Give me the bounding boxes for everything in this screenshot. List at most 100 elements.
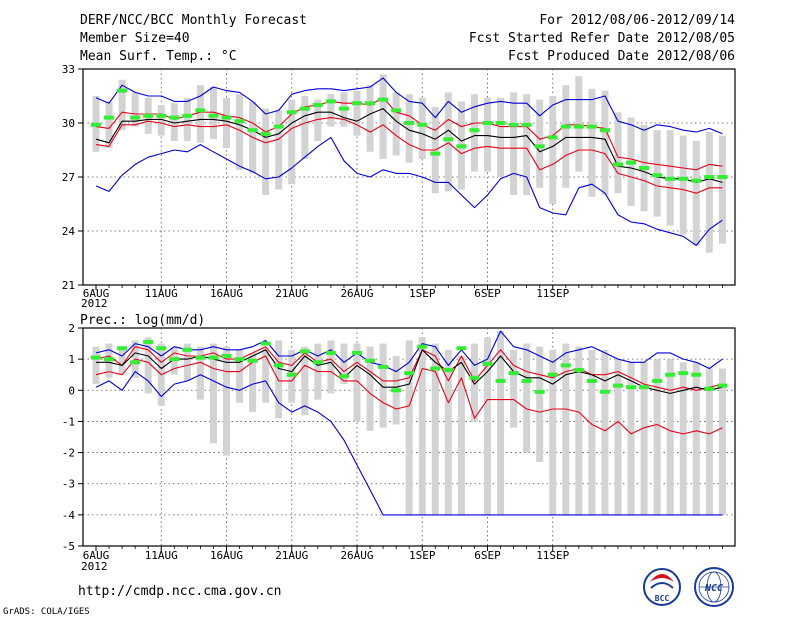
precipitation-range-box <box>418 337 426 515</box>
temperature-range-box <box>105 101 113 149</box>
precipitation-range-box <box>601 349 609 515</box>
temperature-median-mark <box>182 113 193 118</box>
precipitation-range-box <box>236 349 244 403</box>
precipitation-median-mark <box>391 388 402 393</box>
precipitation-y-tick-label: 0 <box>68 384 75 397</box>
precipitation-x-tick-label: 6AUG <box>83 549 110 562</box>
precipitation-median-mark <box>338 374 349 379</box>
precipitation-range-box <box>262 346 270 403</box>
precipitation-range-box <box>510 349 518 428</box>
precipitation-median-mark <box>365 358 376 363</box>
temperature-median-mark <box>234 119 245 124</box>
precipitation-median-mark <box>704 386 715 391</box>
temperature-median-mark <box>547 135 558 140</box>
member-size: Member Size=40 <box>80 31 190 46</box>
precipitation-median-mark <box>260 341 271 346</box>
temperature-range-box <box>523 94 531 195</box>
temperature-range-box <box>679 135 687 235</box>
temperature-range-box <box>118 79 126 131</box>
precipitation-median-mark <box>691 372 702 377</box>
precipitation-median-mark <box>430 366 441 371</box>
precipitation-median-mark <box>130 360 141 365</box>
precipitation-range-box <box>275 340 283 419</box>
precipitation-range-box <box>536 346 544 462</box>
precipitation-range-box <box>523 343 531 453</box>
precipitation-range-box <box>718 368 726 515</box>
precipitation-median-mark <box>247 358 258 363</box>
precipitation-range-box <box>431 343 439 515</box>
precipitation-median-mark <box>273 363 284 368</box>
precipitation-median-mark <box>717 383 728 388</box>
precipitation-range-box <box>484 337 491 515</box>
bcc-logo-ring <box>643 568 681 606</box>
temperature-range-box <box>183 97 191 141</box>
precipitation-median-mark <box>143 340 154 345</box>
temperature-range-box <box>601 90 609 195</box>
precipitation-range-box <box>575 346 583 515</box>
precipitation-median-mark <box>547 372 558 377</box>
precipitation-x-tick-label: 11AUG <box>145 549 178 562</box>
precipitation-median-mark <box>508 371 519 376</box>
temperature-median-mark <box>404 121 415 125</box>
temperature-range-box <box>236 94 244 170</box>
temperature-x-tick-label: 11SEP <box>536 287 569 300</box>
grads-credit: GrADS: COLA/IGES <box>3 607 90 617</box>
precipitation-median-mark <box>599 389 610 394</box>
precipitation-median-mark <box>169 357 180 362</box>
precipitation-median-mark <box>443 368 454 373</box>
chart-title: DERF/NCC/BCC Monthly Forecast <box>80 13 307 28</box>
precipitation-median-mark <box>626 385 637 390</box>
temperature-x-tick-label: 21AUG <box>275 287 308 300</box>
temperature-y-tick-label: 24 <box>62 225 76 238</box>
precipitation-median-mark <box>378 364 389 369</box>
precipitation-line-outer-high <box>95 330 723 373</box>
precipitation-range-box <box>692 362 700 515</box>
temperature-range-box <box>366 85 374 152</box>
temperature-median-mark <box>156 113 167 118</box>
temperature-x-tick-label: 26AUG <box>340 287 373 300</box>
temperature-median-mark <box>678 176 689 181</box>
ncc-logo-text: NCC <box>704 583 723 594</box>
precip-variable-label: Prec.: log(mm/d) <box>80 313 205 328</box>
precipitation-median-mark <box>234 357 245 362</box>
temperature-median-mark <box>534 144 545 149</box>
precipitation-x-tick-label: 16AUG <box>210 549 243 562</box>
temperature-range-box <box>444 92 452 192</box>
precipitation-panel: -5 -4 -3 -2 -1 0 1 2 6AUG 11AUG 16AUG 21AUG 26AUG 1S… <box>62 322 736 573</box>
precipitation-median-mark <box>534 389 545 394</box>
precipitation-median-mark <box>573 368 584 373</box>
temperature-range-box <box>170 103 178 141</box>
temperature-median-mark <box>495 121 506 125</box>
precipitation-median-mark <box>639 385 650 390</box>
precipitation-range-box <box>183 343 191 381</box>
temperature-median-mark <box>325 99 336 104</box>
temperature-range-box <box>470 94 478 172</box>
precipitation-median-mark <box>182 347 193 352</box>
precipitation-line-inner-low <box>95 355 723 435</box>
bcc-logo-arc <box>650 582 674 589</box>
temperature-y-tick-label: 30 <box>62 117 75 130</box>
bcc-logo: BCC <box>643 568 681 606</box>
temperature-median-mark <box>626 160 637 165</box>
precipitation-range-box <box>588 349 596 515</box>
temperature-range-box <box>562 85 570 188</box>
precipitation-median-mark <box>286 372 297 377</box>
temperature-range-box <box>484 97 491 172</box>
temperature-range-box <box>418 97 426 159</box>
source-url[interactable]: http://cmdp.ncc.cma.gov.cn <box>78 584 282 599</box>
precipitation-median-mark <box>456 346 467 351</box>
precipitation-range-box <box>470 343 478 422</box>
precipitation-median-mark <box>665 372 676 377</box>
precipitation-line-outer-low <box>95 371 723 516</box>
precipitation-range-box <box>666 359 674 515</box>
temperature-median-mark <box>365 101 376 106</box>
precipitation-median-mark <box>221 354 232 359</box>
temperature-range-box <box>392 92 400 156</box>
temperature-median-mark <box>573 124 584 129</box>
temperature-median-mark <box>717 175 728 179</box>
precipitation-median-mark <box>156 346 167 351</box>
started-date: Fcst Started Refer Date 2012/08/05 <box>469 31 735 46</box>
temperature-median-mark <box>312 103 323 107</box>
temperature-range-box <box>314 99 322 141</box>
